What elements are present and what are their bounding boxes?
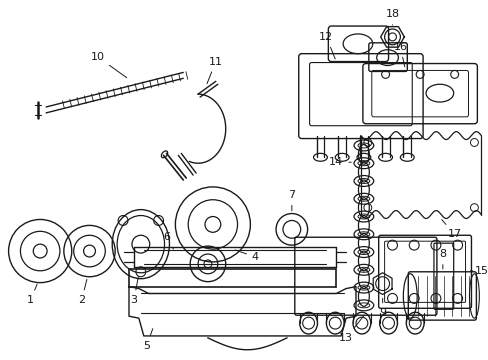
Text: 6: 6 (163, 232, 173, 249)
Text: 10: 10 (90, 51, 126, 78)
Text: 13: 13 (338, 315, 364, 343)
Text: 2: 2 (78, 279, 87, 305)
Text: 18: 18 (385, 9, 399, 25)
Text: 15: 15 (469, 266, 488, 276)
Text: 14: 14 (328, 157, 350, 167)
Text: 12: 12 (319, 32, 335, 59)
Text: 11: 11 (206, 57, 223, 84)
Text: 8: 8 (438, 249, 446, 269)
Text: 16: 16 (392, 42, 407, 67)
Text: 4: 4 (235, 250, 258, 262)
Text: 3: 3 (130, 276, 138, 305)
Text: 9: 9 (378, 298, 386, 318)
Text: 17: 17 (441, 220, 461, 239)
Text: 7: 7 (288, 190, 295, 211)
Text: 5: 5 (143, 329, 152, 351)
Text: 1: 1 (27, 284, 37, 305)
